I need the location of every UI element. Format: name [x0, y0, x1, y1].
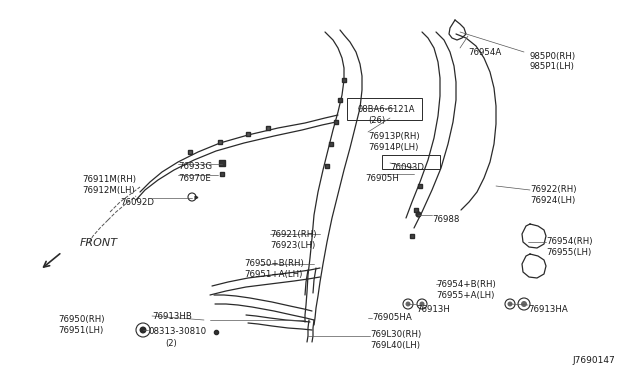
Bar: [347, 98, 422, 120]
Text: FRONT: FRONT: [80, 238, 118, 248]
Text: 985P1(LH): 985P1(LH): [530, 62, 575, 71]
Text: 76955(LH): 76955(LH): [546, 248, 591, 257]
Text: 76950+B(RH): 76950+B(RH): [244, 259, 304, 268]
Text: 76933G: 76933G: [178, 162, 212, 171]
Text: 76950(RH): 76950(RH): [58, 315, 104, 324]
Text: 76913H: 76913H: [416, 305, 450, 314]
Text: 76913HB: 76913HB: [152, 312, 192, 321]
Text: 76905H: 76905H: [365, 174, 399, 183]
Text: J7690147: J7690147: [572, 356, 615, 365]
Text: 985P0(RH): 985P0(RH): [530, 52, 576, 61]
Circle shape: [140, 327, 147, 334]
Text: 76923(LH): 76923(LH): [270, 241, 316, 250]
Text: (2): (2): [165, 339, 177, 348]
Circle shape: [406, 301, 410, 307]
Circle shape: [521, 301, 527, 307]
Text: 76913HA: 76913HA: [528, 305, 568, 314]
Text: 76921(RH): 76921(RH): [270, 230, 317, 239]
Text: 76911M(RH): 76911M(RH): [82, 175, 136, 184]
Circle shape: [419, 301, 424, 307]
Text: 76905HA: 76905HA: [372, 313, 412, 322]
Text: 769L30(RH): 769L30(RH): [370, 330, 421, 339]
Text: 76922(RH): 76922(RH): [530, 185, 577, 194]
Text: 08313-30810: 08313-30810: [148, 327, 206, 336]
Text: 76970E: 76970E: [178, 174, 211, 183]
Text: 76988: 76988: [432, 215, 460, 224]
Text: 76093D: 76093D: [390, 163, 424, 172]
Text: 76954A: 76954A: [468, 48, 501, 57]
Text: 08BA6-6121A: 08BA6-6121A: [358, 105, 415, 114]
Text: 76955+A(LH): 76955+A(LH): [436, 291, 494, 300]
Text: 76951(LH): 76951(LH): [58, 326, 103, 335]
Text: 76913P(RH): 76913P(RH): [368, 132, 420, 141]
Text: 769L40(LH): 769L40(LH): [370, 341, 420, 350]
Text: 76914P(LH): 76914P(LH): [368, 143, 419, 152]
Text: 76912M(LH): 76912M(LH): [82, 186, 135, 195]
Bar: [382, 155, 440, 169]
Text: 76092D: 76092D: [120, 198, 154, 207]
Text: 76924(LH): 76924(LH): [530, 196, 575, 205]
Circle shape: [508, 301, 513, 307]
Text: 76954(RH): 76954(RH): [546, 237, 593, 246]
Text: (26): (26): [368, 116, 385, 125]
Text: 76954+B(RH): 76954+B(RH): [436, 280, 496, 289]
Text: 76951+A(LH): 76951+A(LH): [244, 270, 302, 279]
